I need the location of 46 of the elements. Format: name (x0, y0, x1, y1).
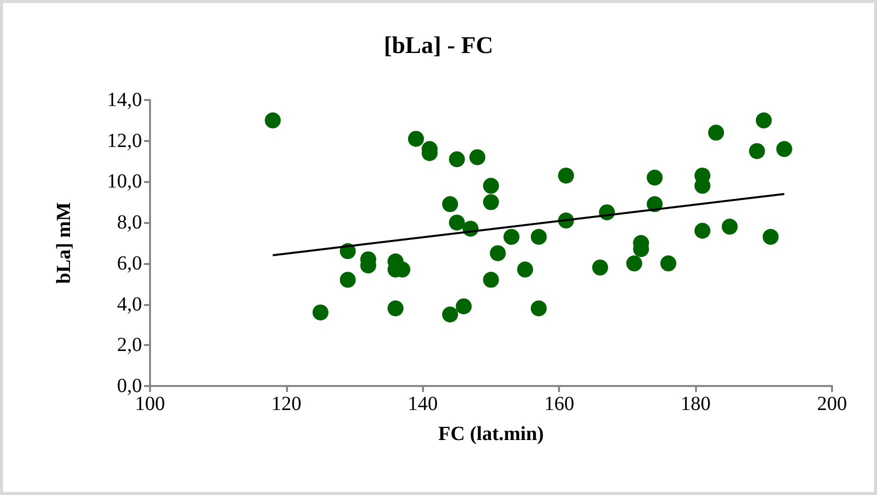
x-tick-label: 180 (680, 393, 711, 415)
point (708, 124, 724, 141)
point (442, 306, 458, 322)
x-tick-label: 200 (817, 393, 847, 415)
point (483, 194, 499, 210)
point (558, 168, 574, 184)
point (408, 130, 424, 147)
point (660, 255, 676, 272)
x-tick-label: 160 (544, 393, 574, 415)
point (722, 218, 738, 235)
x-tick-label: 120 (271, 393, 302, 415)
x-axis-title: FC (lat.min) (438, 423, 544, 445)
point (483, 272, 499, 288)
y-tick-label: 10,0 (107, 170, 142, 193)
point (442, 196, 458, 212)
point (646, 170, 663, 186)
point (748, 143, 765, 160)
point (469, 149, 486, 166)
y-axis-title: bLa] mM (53, 202, 75, 284)
point (530, 300, 547, 316)
point (530, 228, 547, 245)
point (483, 178, 499, 194)
point (694, 222, 710, 239)
point (592, 260, 608, 276)
point (517, 262, 534, 278)
point (503, 228, 520, 245)
y-tick-label: 2,0 (117, 334, 142, 356)
point (448, 214, 465, 231)
point (340, 272, 356, 288)
point (448, 151, 465, 168)
y-tick-label: 8,0 (117, 212, 142, 234)
point (388, 300, 404, 316)
point (776, 141, 792, 158)
y-tick-label: 4,0 (117, 293, 142, 316)
point (312, 304, 328, 320)
x-tick-label: 140 (408, 393, 438, 415)
y-tick-label: 6,0 (117, 252, 142, 274)
point (762, 228, 779, 245)
point (456, 298, 472, 314)
point (626, 255, 642, 272)
point (490, 245, 506, 262)
y-tick-label: 14,0 (107, 89, 142, 111)
y-tick-label: 12,0 (107, 130, 142, 152)
point (756, 112, 772, 128)
chart-title: [bLa] - FC (384, 33, 494, 59)
point (264, 112, 281, 128)
